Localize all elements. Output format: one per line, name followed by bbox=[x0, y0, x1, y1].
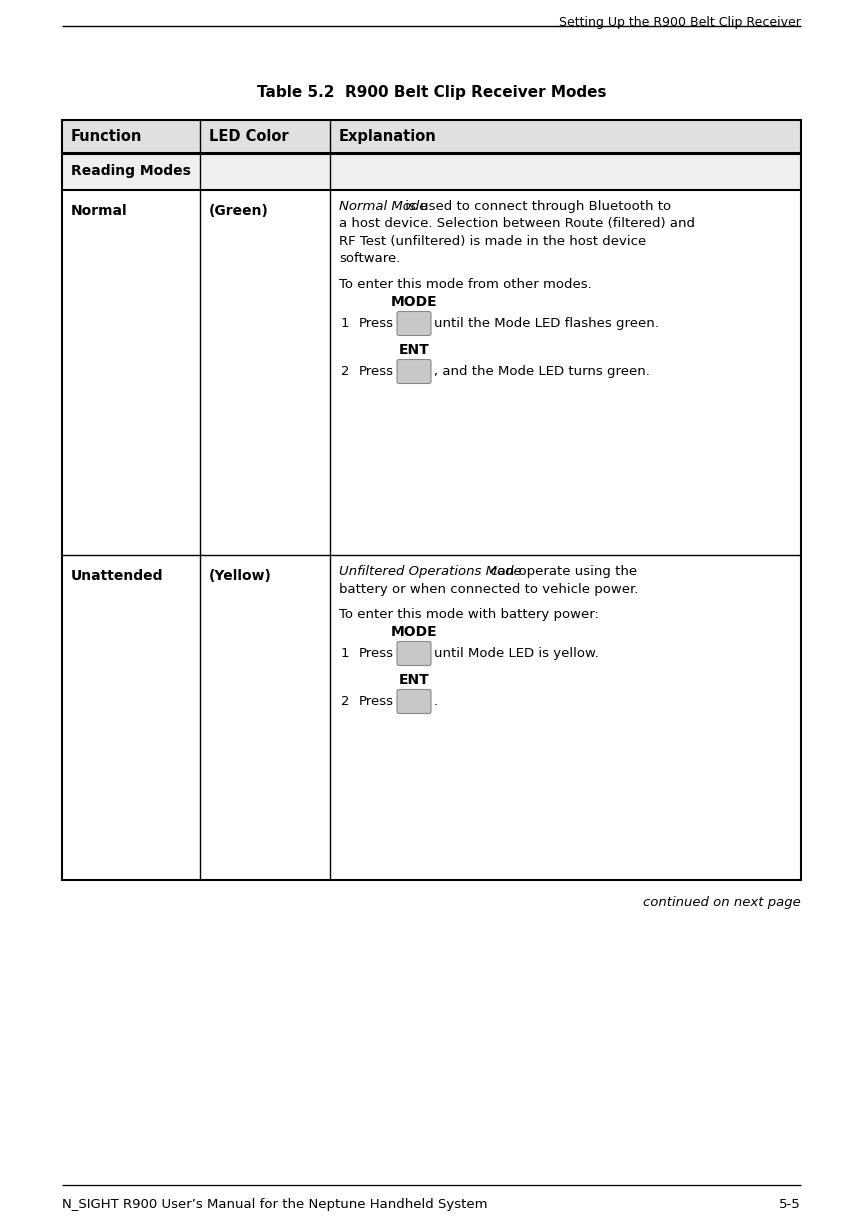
FancyBboxPatch shape bbox=[397, 311, 431, 336]
Text: a host device. Selection between Route (filtered) and: a host device. Selection between Route (… bbox=[339, 218, 695, 231]
Text: ENT: ENT bbox=[399, 674, 430, 687]
FancyBboxPatch shape bbox=[397, 689, 431, 714]
FancyBboxPatch shape bbox=[397, 360, 431, 383]
Text: battery or when connected to vehicle power.: battery or when connected to vehicle pow… bbox=[339, 582, 639, 596]
Text: , and the Mode LED turns green.: , and the Mode LED turns green. bbox=[434, 365, 650, 378]
Text: Unfiltered Operations Mode: Unfiltered Operations Mode bbox=[339, 565, 521, 578]
Text: until Mode LED is yellow.: until Mode LED is yellow. bbox=[434, 647, 599, 660]
Text: 2: 2 bbox=[341, 696, 350, 708]
Text: RF Test (unfiltered) is made in the host device: RF Test (unfiltered) is made in the host… bbox=[339, 235, 646, 248]
Text: Setting Up the R900 Belt Clip Receiver: Setting Up the R900 Belt Clip Receiver bbox=[559, 16, 801, 29]
Text: 5-5: 5-5 bbox=[779, 1198, 801, 1211]
Text: MODE: MODE bbox=[391, 625, 438, 640]
Text: Table 5.2  R900 Belt Clip Receiver Modes: Table 5.2 R900 Belt Clip Receiver Modes bbox=[257, 85, 606, 100]
Text: To enter this mode from other modes.: To enter this mode from other modes. bbox=[339, 278, 592, 291]
Text: LED Color: LED Color bbox=[209, 129, 288, 143]
Text: until the Mode LED flashes green.: until the Mode LED flashes green. bbox=[434, 317, 658, 330]
Text: Explanation: Explanation bbox=[339, 129, 437, 143]
Text: 1: 1 bbox=[341, 647, 350, 660]
Text: Unattended: Unattended bbox=[71, 569, 163, 582]
Text: software.: software. bbox=[339, 253, 400, 265]
Text: Function: Function bbox=[71, 129, 142, 143]
Text: Reading Modes: Reading Modes bbox=[71, 164, 191, 179]
Text: Press: Press bbox=[359, 696, 394, 708]
Text: To enter this mode with battery power:: To enter this mode with battery power: bbox=[339, 608, 599, 621]
Text: .: . bbox=[434, 696, 438, 708]
Text: Press: Press bbox=[359, 365, 394, 378]
Text: MODE: MODE bbox=[391, 295, 438, 310]
Text: continued on next page: continued on next page bbox=[643, 896, 801, 910]
FancyBboxPatch shape bbox=[397, 642, 431, 665]
Bar bbox=[62, 120, 801, 880]
Bar bbox=[62, 153, 801, 190]
Text: Press: Press bbox=[359, 317, 394, 330]
Text: ENT: ENT bbox=[399, 343, 430, 358]
Bar bbox=[62, 120, 801, 153]
Text: (Yellow): (Yellow) bbox=[209, 569, 272, 582]
Text: Normal: Normal bbox=[71, 204, 128, 218]
Text: Normal Mode: Normal Mode bbox=[339, 199, 427, 213]
Text: (Green): (Green) bbox=[209, 204, 269, 218]
Text: is used to connect through Bluetooth to: is used to connect through Bluetooth to bbox=[401, 199, 671, 213]
Text: N_SIGHT R900 User’s Manual for the Neptune Handheld System: N_SIGHT R900 User’s Manual for the Neptu… bbox=[62, 1198, 488, 1211]
Text: can operate using the: can operate using the bbox=[486, 565, 637, 578]
Text: 1: 1 bbox=[341, 317, 350, 330]
Text: 2: 2 bbox=[341, 365, 350, 378]
Text: Press: Press bbox=[359, 647, 394, 660]
